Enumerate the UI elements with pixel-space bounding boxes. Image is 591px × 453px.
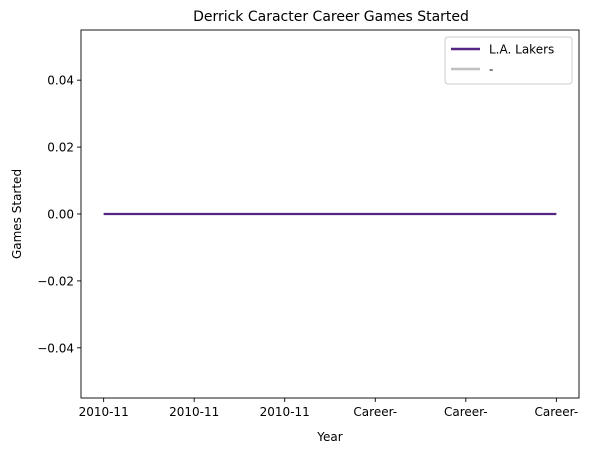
y-tick-label: 0.04 [47,74,74,88]
plot-area [80,29,580,399]
y-tick-label: 0.02 [47,141,74,155]
x-axis-ticks: 2010-11 2010-11 2010-11 Career- Career- Caree… [79,398,579,419]
y-tick-label: −0.02 [37,274,74,288]
x-tick-label: Career- [444,405,488,419]
legend-label-1: - [489,63,493,77]
chart-title: Derrick Caracter Career Games Started [193,9,469,25]
x-tick-label: Career- [535,405,579,419]
legend-label-0: L.A. Lakers [489,43,554,57]
x-tick-label: Career- [353,405,397,419]
x-tick-label: 2010-11 [169,405,219,419]
x-tick-label: 2010-11 [79,405,129,419]
y-tick-label: 0.00 [47,208,74,222]
y-tick-label: −0.04 [37,341,74,355]
x-tick-label: 2010-11 [260,405,310,419]
y-axis-label: Games Started [10,169,24,259]
y-axis-ticks: −0.04 −0.02 0.00 0.02 0.04 [37,74,81,355]
x-axis-label: Year [316,430,342,444]
legend: L.A. Lakers - [444,36,573,85]
